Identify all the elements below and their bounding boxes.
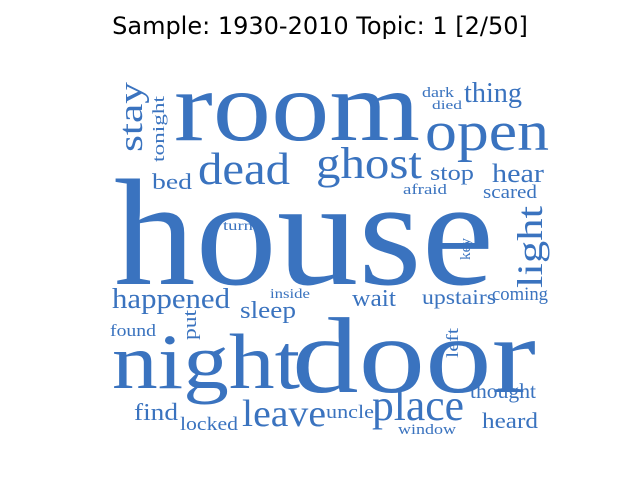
word-light: light bbox=[510, 206, 550, 288]
word-night: night bbox=[112, 318, 300, 405]
word-tonight: tonight bbox=[149, 96, 168, 162]
word-put: put bbox=[180, 309, 201, 340]
word-thought: thought bbox=[470, 379, 536, 403]
word-ghost: ghost bbox=[316, 139, 422, 188]
word-inside: inside bbox=[270, 287, 310, 302]
word-dark: dark bbox=[422, 85, 455, 101]
word-upstairs: upstairs bbox=[422, 285, 496, 309]
word-room: room bbox=[174, 51, 420, 162]
word-window: window bbox=[398, 422, 456, 438]
word-afraid: afraid bbox=[403, 182, 448, 198]
word-left: left bbox=[443, 328, 462, 358]
word-scared: scared bbox=[483, 182, 538, 203]
word-thing: thing bbox=[464, 78, 522, 109]
word-died: died bbox=[432, 97, 463, 112]
word-coming: coming bbox=[492, 284, 548, 305]
word-turn: turn bbox=[223, 219, 253, 234]
word-wait: wait bbox=[352, 286, 396, 312]
word-door: door bbox=[292, 297, 536, 416]
word-leave: leave bbox=[242, 393, 326, 435]
word-uncle: uncle bbox=[326, 402, 374, 423]
word-hear: hear bbox=[492, 159, 544, 188]
word-house: house bbox=[114, 149, 494, 317]
word-dead: dead bbox=[198, 143, 290, 194]
word-stop: stop bbox=[430, 160, 474, 185]
word-open: open bbox=[425, 101, 549, 163]
word-sleep: sleep bbox=[240, 298, 296, 324]
word-heard: heard bbox=[482, 408, 538, 433]
word-place: place bbox=[372, 381, 464, 430]
figure-title: Sample: 1930-2010 Topic: 1 [2/50] bbox=[112, 12, 528, 40]
word-bed: bed bbox=[152, 169, 192, 194]
word-locked: locked bbox=[180, 414, 239, 435]
word-key: key bbox=[458, 238, 474, 260]
word-happened: happened bbox=[112, 284, 230, 315]
word-found: found bbox=[110, 321, 157, 340]
word-stay: stay bbox=[113, 82, 150, 152]
word-find: find bbox=[134, 400, 178, 426]
